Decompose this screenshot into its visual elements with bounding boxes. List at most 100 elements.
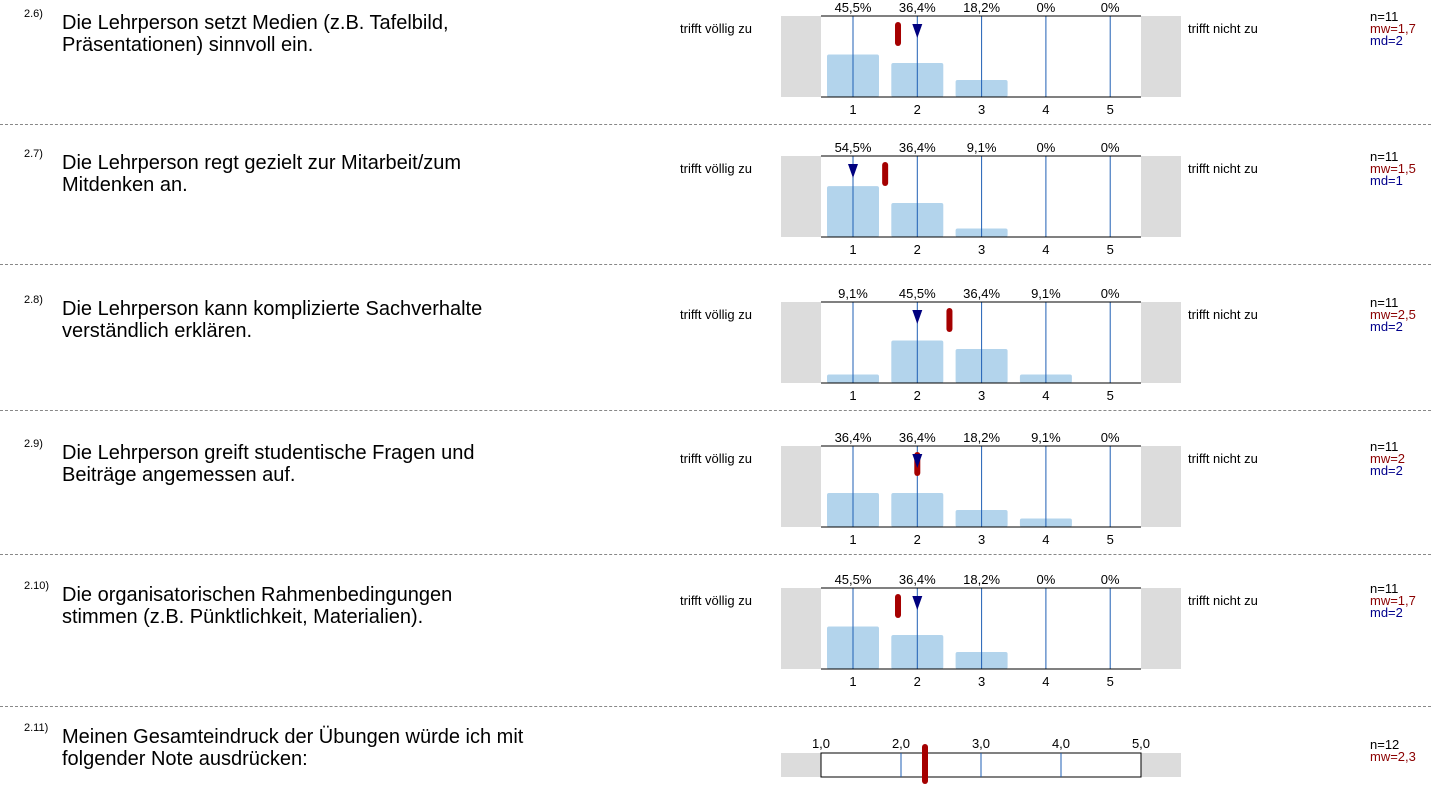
percent-label: 0% xyxy=(1101,0,1120,15)
tick-label: 3 xyxy=(978,674,985,689)
tick-label: 4 xyxy=(1042,102,1049,117)
mean-marker xyxy=(895,594,902,618)
mean-marker xyxy=(882,162,889,186)
tick-label: 4,0 xyxy=(1052,736,1070,751)
stat-median: md=2 xyxy=(1370,319,1403,334)
tick-label: 3 xyxy=(978,102,985,117)
stats-block: n=12 mw=2,3 xyxy=(1370,738,1416,764)
stat-mean: mw=2 xyxy=(1370,451,1406,466)
tick-label: 1 xyxy=(849,102,856,117)
side-box-right xyxy=(1141,588,1181,669)
question-number: 2.11) xyxy=(24,722,49,734)
question-number: 2.7) xyxy=(24,148,43,160)
tick-label: 5 xyxy=(1107,388,1114,403)
separator xyxy=(0,554,1431,555)
stat-median: md=2 xyxy=(1370,463,1403,478)
tick-label: 1 xyxy=(849,532,856,547)
percent-label: 45,5% xyxy=(835,0,872,15)
question-2-10: 2.10) Die organisatorischen Rahmenbeding… xyxy=(0,572,1431,692)
tick-label: 3,0 xyxy=(972,736,990,751)
question-line: Mitdenken an. xyxy=(62,174,188,196)
separator xyxy=(0,264,1431,265)
tick-label: 2 xyxy=(914,242,921,257)
tick-label: 5 xyxy=(1107,102,1114,117)
mean-marker xyxy=(895,22,902,46)
stat-n: n=11 xyxy=(1370,9,1399,24)
tick-label: 4 xyxy=(1042,532,1049,547)
stats-block: n=11 mw=1,5 md=1 xyxy=(1370,149,1416,188)
tick-label: 4 xyxy=(1042,674,1049,689)
tick-label: 1 xyxy=(849,388,856,403)
side-box-left xyxy=(781,588,821,669)
percent-label: 0% xyxy=(1101,286,1120,301)
median-marker xyxy=(912,454,923,468)
side-box-right xyxy=(1141,302,1181,383)
tick-label: 5 xyxy=(1107,674,1114,689)
median-marker xyxy=(912,596,923,610)
question-2-8: 2.8) Die Lehrperson kann komplizierte Sa… xyxy=(0,286,1431,406)
stat-median: md=1 xyxy=(1370,173,1403,188)
question-text: Die organisatorischen Rahmenbedingungen … xyxy=(62,584,622,628)
question-text: Meinen Gesamteindruck der Übungen würde … xyxy=(62,726,622,770)
scale-right-label: trifft nicht zu xyxy=(1188,451,1258,466)
mean-marker xyxy=(922,744,928,784)
side-box-right xyxy=(1141,446,1181,527)
tick-label: 4 xyxy=(1042,242,1049,257)
histogram-chart: 9,1% 45,5% 36,4% 9,1% 0% 1 2 3 4 5 xyxy=(781,286,1181,403)
tick-label: 2 xyxy=(914,102,921,117)
tick-label: 2 xyxy=(914,532,921,547)
side-box-right xyxy=(1141,16,1181,97)
question-line: Meinen Gesamteindruck der Übungen würde … xyxy=(62,726,524,748)
percent-label: 0% xyxy=(1101,572,1120,587)
percent-label: 45,5% xyxy=(835,572,872,587)
question-text: Die Lehrperson kann komplizierte Sachver… xyxy=(62,298,622,342)
stat-mean: mw=2,5 xyxy=(1370,307,1416,322)
stat-n: n=11 xyxy=(1370,439,1399,454)
question-number: 2.6) xyxy=(24,8,43,20)
stat-n: n=11 xyxy=(1370,149,1399,164)
stat-n: n=11 xyxy=(1370,295,1399,310)
question-line: Beiträge angemessen auf. xyxy=(62,464,296,486)
question-number: 2.8) xyxy=(24,294,43,306)
scale-left-label: trifft völlig zu xyxy=(680,161,753,176)
question-2-6: 2.6) Die Lehrperson setzt Medien (z.B. T… xyxy=(0,0,1431,120)
stat-mean: mw=2,3 xyxy=(1370,749,1416,764)
question-number: 2.10) xyxy=(24,580,50,592)
percent-label: 36,4% xyxy=(899,140,936,155)
stat-median: md=2 xyxy=(1370,605,1403,620)
percent-label: 36,4% xyxy=(899,572,936,587)
question-2-9: 2.9) Die Lehrperson greift studentische … xyxy=(0,430,1431,550)
percent-label: 9,1% xyxy=(1031,430,1061,445)
mean-marker xyxy=(946,308,953,332)
percent-label: 54,5% xyxy=(835,140,872,155)
separator xyxy=(0,124,1431,125)
side-box-left xyxy=(781,753,821,777)
percent-label: 36,4% xyxy=(899,0,936,15)
median-marker xyxy=(912,310,923,324)
tick-label: 2,0 xyxy=(892,736,910,751)
question-line: Die Lehrperson setzt Medien (z.B. Tafelb… xyxy=(62,12,449,34)
tick-label: 5 xyxy=(1107,532,1114,547)
percent-label: 36,4% xyxy=(899,430,936,445)
scale-right-label: trifft nicht zu xyxy=(1188,21,1258,36)
side-box-right xyxy=(1141,156,1181,237)
tick-label: 5,0 xyxy=(1132,736,1150,751)
percent-label: 18,2% xyxy=(963,572,1000,587)
percent-label: 9,1% xyxy=(1031,286,1061,301)
question-line: verständlich erklären. xyxy=(62,320,253,342)
histogram-chart: 36,4% 36,4% 18,2% 9,1% 0% 1 2 3 4 5 xyxy=(781,430,1181,547)
tick-label: 1 xyxy=(849,674,856,689)
question-2-7: 2.7) Die Lehrperson regt gezielt zur Mit… xyxy=(0,140,1431,260)
side-box-left xyxy=(781,446,821,527)
tick-label: 2 xyxy=(914,674,921,689)
scale-right-label: trifft nicht zu xyxy=(1188,593,1258,608)
side-box-left xyxy=(781,156,821,237)
percent-label: 9,1% xyxy=(838,286,868,301)
tick-label: 1 xyxy=(849,242,856,257)
tick-label: 5 xyxy=(1107,242,1114,257)
percent-label: 45,5% xyxy=(899,286,936,301)
question-text: Die Lehrperson regt gezielt zur Mitarbei… xyxy=(62,152,622,196)
percent-label: 18,2% xyxy=(963,0,1000,15)
percent-label: 0% xyxy=(1037,572,1056,587)
